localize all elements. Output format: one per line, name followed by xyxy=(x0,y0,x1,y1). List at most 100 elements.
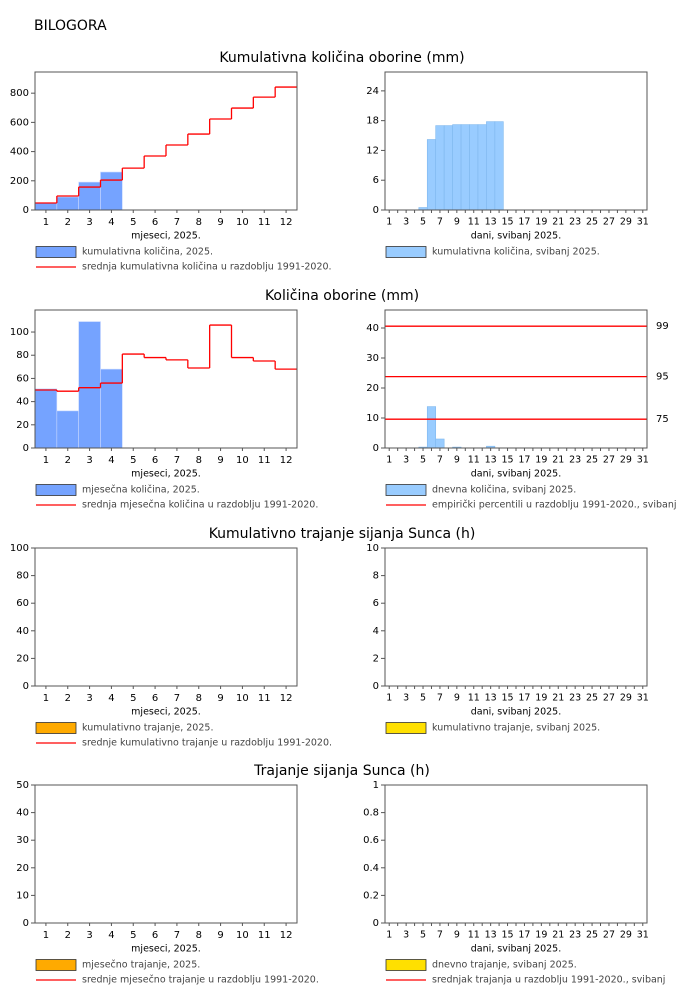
y-tick-label: 20 xyxy=(16,653,29,664)
y-tick-label: 18 xyxy=(366,116,379,127)
legend-label: srednjak trajanja u razdoblju 1991-2020.… xyxy=(432,975,665,986)
x-tick-label: 31 xyxy=(637,217,649,228)
y-tick-label: 30 xyxy=(366,353,379,364)
plot-area xyxy=(35,785,297,923)
x-tick-label: 19 xyxy=(535,930,547,941)
plot-frame xyxy=(34,547,298,687)
x-tick-label: 5 xyxy=(420,217,426,228)
legend-label: srednja mjesečna količina u razdoblju 19… xyxy=(82,500,318,511)
y-tick-label: 40 xyxy=(366,323,379,334)
y-tick-label: 24 xyxy=(366,86,379,97)
x-tick-label: 23 xyxy=(569,217,581,228)
x-tick-label: 7 xyxy=(174,930,180,941)
plot-area xyxy=(385,548,647,686)
x-tick-label: 6 xyxy=(152,217,158,228)
x-tick-label: 23 xyxy=(569,455,581,466)
y-tick-label: 200 xyxy=(10,176,29,187)
x-tick-label: 1 xyxy=(43,693,49,704)
plot-frame xyxy=(34,309,298,449)
y-tick-label: 30 xyxy=(16,835,29,846)
percentile-label: 95 xyxy=(656,372,669,383)
x-tick-label: 17 xyxy=(518,455,530,466)
x-tick-label: 11 xyxy=(258,455,271,466)
x-tick-label: 27 xyxy=(603,455,615,466)
y-tick-label: 6 xyxy=(373,175,379,186)
x-tick-label: 13 xyxy=(485,930,497,941)
x-tick-label: 21 xyxy=(552,693,564,704)
x-tick-label: 11 xyxy=(468,930,480,941)
y-tick-label: 0.4 xyxy=(363,863,379,874)
y-tick-label: 0 xyxy=(23,443,29,454)
x-tick-label: 17 xyxy=(518,930,530,941)
x-tick-label: 9 xyxy=(217,455,223,466)
legend-label: kumulativno trajanje, 2025. xyxy=(82,723,213,734)
legend-label: dnevna količina, svibanj 2025. xyxy=(432,485,576,496)
x-tick-label: 11 xyxy=(468,455,480,466)
plot-frame xyxy=(34,784,298,924)
x-tick-label: 13 xyxy=(485,693,497,704)
x-tick-label: 17 xyxy=(518,217,530,228)
legend-label: mjesečno trajanje, 2025. xyxy=(82,960,200,971)
bar xyxy=(494,121,504,211)
x-tick-label: 8 xyxy=(196,455,202,466)
x-tick-label: 19 xyxy=(535,693,547,704)
x-axis-label: dani, svibanj 2025. xyxy=(471,944,562,955)
bar xyxy=(486,121,496,211)
percentile-label: 99 xyxy=(656,321,669,332)
section-title: Količina oborine (mm) xyxy=(265,288,419,304)
y-tick-label: 10 xyxy=(16,890,29,901)
x-tick-label: 9 xyxy=(217,930,223,941)
x-tick-label: 25 xyxy=(586,217,598,228)
x-tick-label: 8 xyxy=(196,930,202,941)
legend-label: kumulativno trajanje, svibanj 2025. xyxy=(432,723,600,734)
x-tick-label: 11 xyxy=(468,693,480,704)
x-tick-label: 19 xyxy=(535,217,547,228)
x-tick-label: 12 xyxy=(280,930,293,941)
x-tick-label: 27 xyxy=(603,217,615,228)
x-tick-label: 2 xyxy=(65,930,71,941)
x-tick-label: 1 xyxy=(43,930,49,941)
x-tick-label: 21 xyxy=(552,217,564,228)
bar xyxy=(78,321,101,449)
bar xyxy=(460,124,470,211)
y-tick-label: 20 xyxy=(366,383,379,394)
x-tick-label: 27 xyxy=(603,930,615,941)
x-tick-label: 1 xyxy=(43,217,49,228)
bar xyxy=(477,124,487,211)
x-tick-label: 17 xyxy=(518,693,530,704)
bar xyxy=(56,410,79,449)
legend-swatch xyxy=(385,484,427,496)
legend-swatch xyxy=(35,959,77,971)
bar xyxy=(34,388,58,449)
x-tick-label: 9 xyxy=(217,693,223,704)
bar xyxy=(34,202,58,211)
y-tick-label: 1 xyxy=(373,780,379,791)
x-tick-label: 1 xyxy=(43,455,49,466)
y-tick-label: 0.6 xyxy=(363,835,379,846)
x-tick-label: 29 xyxy=(620,693,632,704)
x-tick-label: 4 xyxy=(108,217,114,228)
x-tick-label: 11 xyxy=(258,693,271,704)
x-tick-label: 6 xyxy=(152,455,158,466)
legend-label: srednje mjesečno trajanje u razdoblju 19… xyxy=(82,975,319,986)
x-tick-label: 10 xyxy=(236,455,249,466)
x-tick-label: 5 xyxy=(420,693,426,704)
x-tick-label: 1 xyxy=(386,693,392,704)
plot-frame xyxy=(34,71,298,211)
x-tick-label: 29 xyxy=(620,217,632,228)
x-tick-label: 31 xyxy=(637,693,649,704)
x-tick-label: 3 xyxy=(403,217,409,228)
bar xyxy=(56,196,79,211)
y-tick-label: 8 xyxy=(373,571,379,582)
x-tick-label: 19 xyxy=(535,455,547,466)
plot-area xyxy=(385,310,647,448)
plot-area xyxy=(385,785,647,923)
y-tick-label: 60 xyxy=(16,598,29,609)
y-tick-label: 50 xyxy=(16,780,29,791)
plot-area xyxy=(35,72,297,210)
x-axis-label: mjeseci, 2025. xyxy=(131,944,201,955)
legend-swatch xyxy=(385,246,427,258)
x-tick-label: 5 xyxy=(420,455,426,466)
x-tick-label: 7 xyxy=(174,693,180,704)
